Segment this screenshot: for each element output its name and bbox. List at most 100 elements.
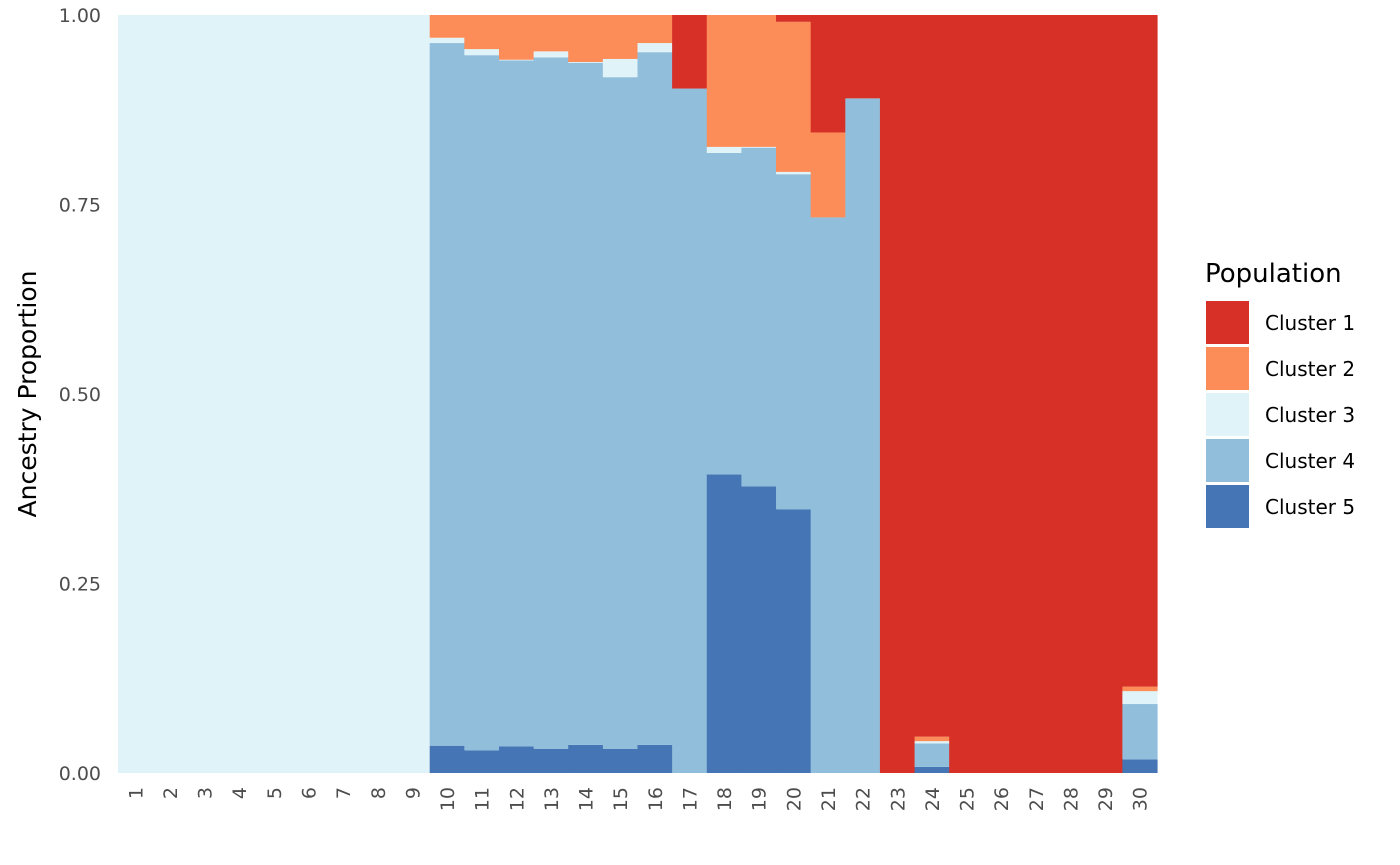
x-tick-label: 7	[333, 787, 355, 799]
x-tick-label: 23	[887, 787, 909, 811]
bar-segment-5-cluster-3	[256, 15, 292, 773]
bar-segment-2-cluster-3	[152, 15, 188, 773]
bar-segment-11-cluster-3	[464, 49, 500, 56]
bar-segment-20-cluster-3	[776, 171, 812, 175]
bar-segment-16-cluster-4	[637, 52, 673, 745]
legend-swatch-cluster-3	[1206, 393, 1249, 436]
legend-label-cluster-5: Cluster 5	[1265, 495, 1355, 519]
bar-segment-21-cluster-1	[810, 15, 846, 133]
bar-segment-7-cluster-3	[325, 15, 362, 773]
x-tick-label: 11	[472, 787, 494, 811]
bar-segment-12-cluster-3	[498, 59, 535, 61]
bar-segment-18-cluster-2	[706, 15, 742, 147]
bar-segment-13-cluster-5	[533, 748, 569, 773]
x-tick-label: 30	[1130, 787, 1152, 811]
x-tick-label: 13	[541, 787, 563, 811]
bar-segment-8-cluster-3	[360, 15, 396, 773]
x-tick-label: 14	[576, 787, 598, 811]
bar-segment-30-cluster-4	[1122, 704, 1158, 760]
legend-swatch-cluster-1	[1206, 301, 1249, 344]
bar-segment-24-cluster-5	[914, 766, 950, 773]
bar-segment-20-cluster-5	[776, 509, 812, 773]
bar-segment-24-cluster-4	[914, 743, 950, 767]
bar-segment-15-cluster-3	[602, 58, 639, 78]
legend-label-cluster-2: Cluster 2	[1265, 357, 1355, 381]
bar-segment-1-cluster-3	[118, 15, 154, 773]
bar-segment-22-cluster-4	[845, 98, 881, 773]
bar-segment-15-cluster-5	[602, 748, 639, 773]
bar-segment-18-cluster-4	[706, 152, 742, 475]
bar-segment-10-cluster-3	[429, 37, 465, 44]
x-tick-label: 21	[818, 787, 840, 811]
bar-segment-19-cluster-2	[741, 15, 777, 147]
legend-label-cluster-1: Cluster 1	[1265, 311, 1355, 335]
x-tick-label: 12	[506, 787, 528, 811]
bar-segment-10-cluster-2	[429, 15, 465, 38]
x-tick-label: 28	[1060, 787, 1082, 811]
bar-segment-20-cluster-2	[776, 21, 812, 172]
bar-segment-15-cluster-2	[602, 15, 639, 59]
bar-segment-3-cluster-3	[187, 15, 223, 773]
bar-segment-10-cluster-4	[429, 43, 465, 746]
bar-segment-16-cluster-2	[637, 15, 673, 44]
x-tick-label: 10	[437, 787, 459, 811]
legend-title: Population	[1205, 259, 1342, 289]
bar-segment-12-cluster-2	[498, 15, 535, 60]
x-tick-label: 15	[610, 787, 632, 811]
x-tick-label: 4	[229, 787, 251, 799]
y-axis-label: Ancestry Proportion	[13, 271, 42, 518]
x-tick-label: 18	[714, 787, 736, 811]
bar-segment-17-cluster-1	[672, 15, 708, 89]
x-tick-label: 17	[680, 787, 702, 811]
bar-segment-9-cluster-3	[395, 15, 431, 773]
bar-segment-21-cluster-2	[810, 132, 846, 218]
bar-segment-10-cluster-5	[429, 745, 465, 773]
bar-segments	[118, 15, 1158, 773]
x-tick-label: 6	[299, 787, 321, 799]
x-tick-label: 25	[957, 787, 979, 811]
bar-segment-30-cluster-5	[1122, 759, 1158, 773]
bar-segment-24-cluster-2	[914, 736, 950, 742]
x-tick-label: 16	[645, 787, 667, 811]
bar-segment-30-cluster-2	[1122, 686, 1158, 692]
y-tick-label: 1.00	[59, 5, 101, 27]
x-tick-label: 1	[125, 787, 147, 799]
x-tick-label: 29	[1095, 787, 1117, 811]
bar-segment-25-cluster-1	[949, 15, 985, 773]
bar-segment-28-cluster-1	[1053, 15, 1089, 773]
bar-segment-14-cluster-4	[568, 62, 604, 745]
bar-segment-6-cluster-3	[291, 15, 327, 773]
legend: Population Cluster 1 Cluster 2 Cluster 3 Cl…	[1205, 259, 1355, 528]
bar-segment-11-cluster-2	[464, 15, 500, 50]
bar-segment-13-cluster-4	[533, 57, 569, 749]
bar-segment-4-cluster-3	[221, 15, 258, 773]
bar-segment-19-cluster-3	[741, 146, 777, 148]
x-axis-ticks: 1 2 3 4 5 6 7 8 9 10 11 12 13 14 15 16 17 18 19 20 21 22 23 24 2…	[125, 787, 1151, 811]
bar-segment-29-cluster-1	[1087, 15, 1123, 773]
bar-segment-20-cluster-4	[776, 174, 812, 510]
bar-segment-20-cluster-1	[776, 15, 812, 22]
legend-label-cluster-4: Cluster 4	[1265, 449, 1355, 473]
bar-segment-11-cluster-4	[464, 55, 500, 751]
bar-segment-14-cluster-3	[568, 62, 604, 63]
x-tick-label: 19	[749, 787, 771, 811]
bar-segment-11-cluster-5	[464, 750, 500, 773]
bar-segment-18-cluster-3	[706, 146, 742, 153]
x-tick-label: 5	[264, 787, 286, 799]
bar-segment-13-cluster-3	[533, 51, 569, 58]
bar-segment-30-cluster-1	[1122, 15, 1158, 687]
y-axis-ticks: 0.00 0.25 0.50 0.75 1.00	[59, 5, 101, 785]
x-tick-label: 26	[991, 787, 1013, 811]
bar-segment-16-cluster-3	[637, 43, 673, 53]
x-tick-label: 8	[368, 787, 390, 799]
bar-segment-21-cluster-4	[810, 217, 846, 773]
x-tick-label: 20	[783, 787, 805, 811]
bar-segment-14-cluster-2	[568, 15, 604, 62]
bar-segment-30-cluster-3	[1122, 691, 1158, 705]
legend-swatch-cluster-2	[1206, 347, 1249, 390]
legend-swatch-cluster-5	[1206, 485, 1249, 528]
bar-segment-19-cluster-4	[741, 147, 777, 487]
y-tick-label: 0.75	[59, 195, 101, 217]
bar-segment-19-cluster-5	[741, 486, 777, 773]
